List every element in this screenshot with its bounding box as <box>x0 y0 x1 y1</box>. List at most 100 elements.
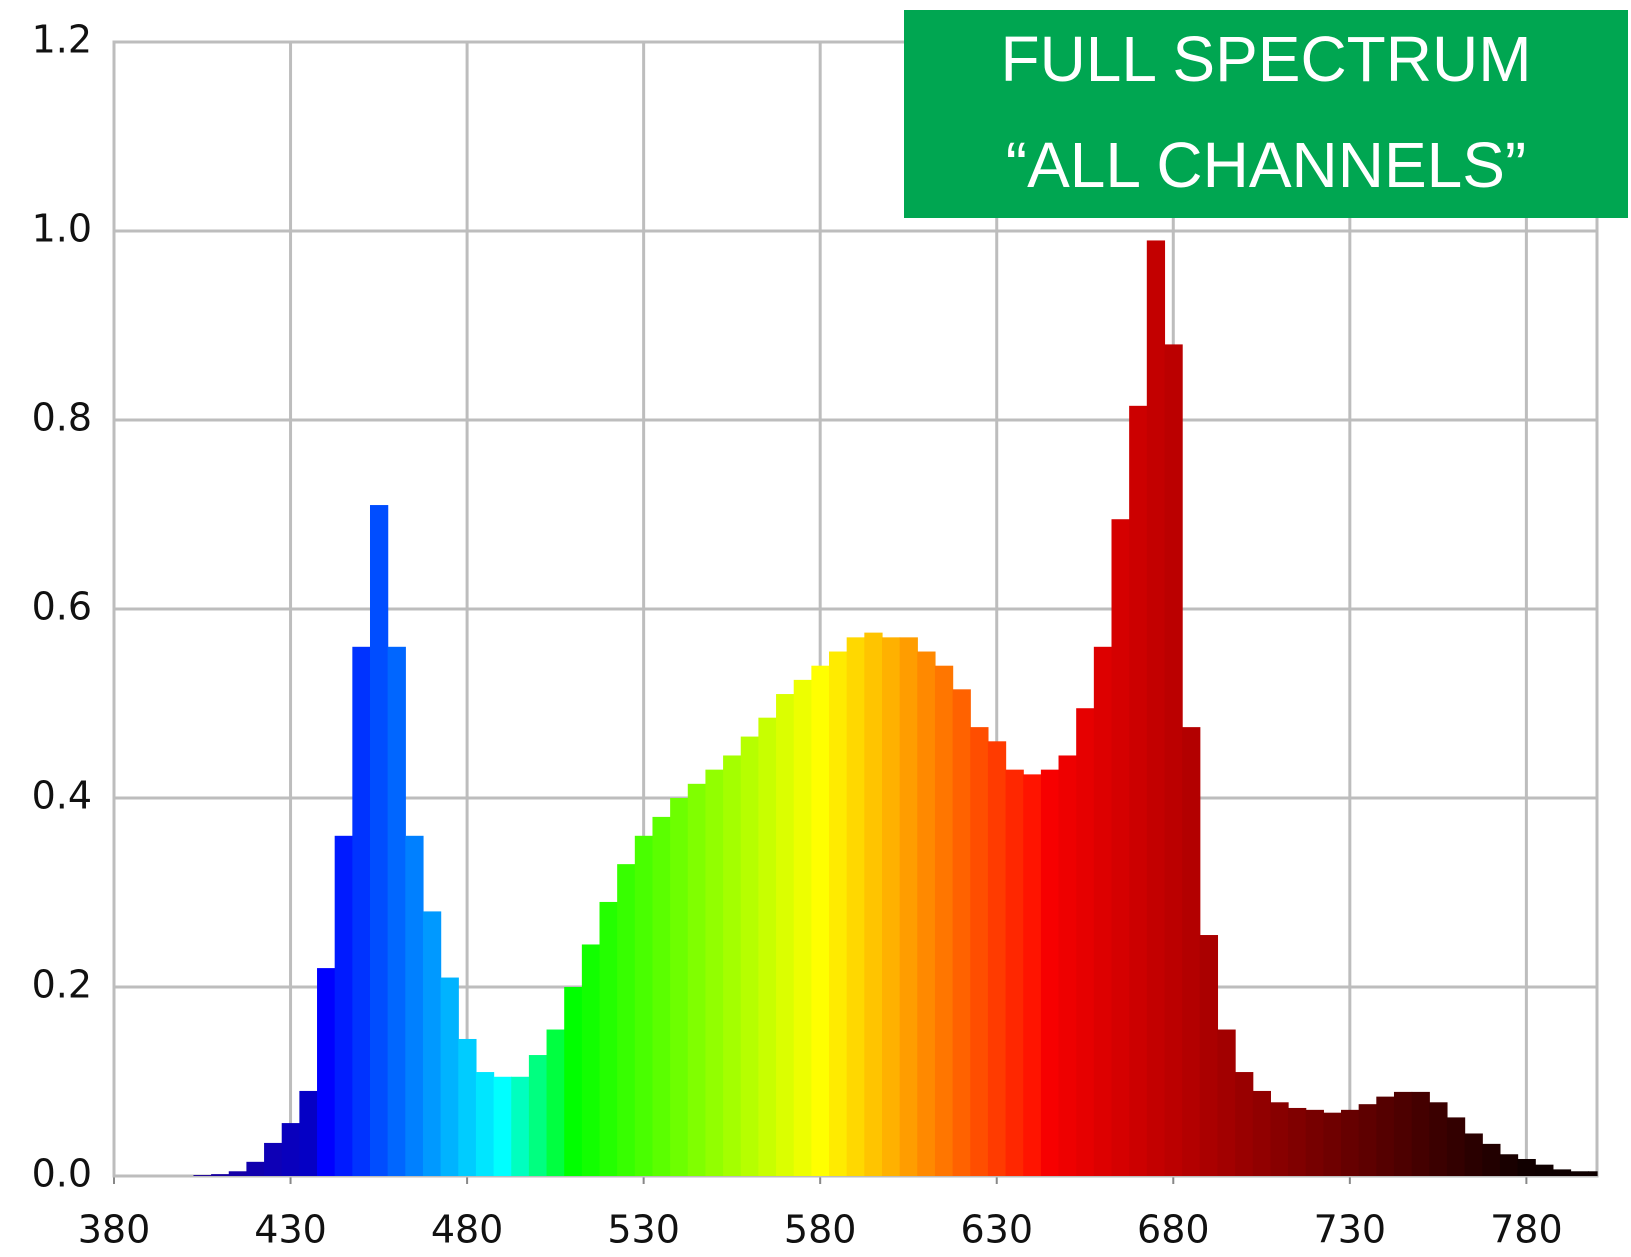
annotation: “ALL CHANNELS” <box>1006 129 1526 201</box>
spectrum-bar <box>1058 755 1077 1176</box>
spectrum-bar <box>228 1171 248 1176</box>
spectrum-bar <box>634 835 654 1176</box>
spectrum-bar <box>758 717 777 1176</box>
spectrum-bar <box>528 1055 548 1176</box>
x-tick-label: 680 <box>1137 1208 1210 1252</box>
spectrum-bar <box>211 1174 230 1176</box>
spectrum-bar <box>1446 1117 1466 1176</box>
spectrum-bar <box>564 987 583 1176</box>
spectrum-bar <box>1217 1029 1236 1176</box>
spectrum-bar <box>1535 1164 1554 1176</box>
spectrum-bar <box>652 816 671 1176</box>
spectrum-bar <box>299 1090 318 1176</box>
x-tick-label: 530 <box>607 1208 680 1252</box>
y-tick-label: 0.0 <box>32 1152 92 1196</box>
spectrum-bar <box>740 736 759 1176</box>
spectrum-bar <box>440 977 459 1176</box>
spectrum <box>193 240 1598 1176</box>
spectrum-bar <box>317 968 336 1176</box>
spectrum-bar <box>1146 240 1166 1176</box>
x-tick-label: 580 <box>784 1208 857 1252</box>
spectrum-bar <box>1252 1090 1271 1176</box>
spectrum-bar <box>422 911 442 1176</box>
spectrum-bar <box>1305 1109 1324 1176</box>
spectrum-bar <box>1588 1171 1598 1176</box>
spectrum-bar <box>1429 1102 1448 1176</box>
spectrum-bar <box>546 1029 565 1176</box>
y-tick-label: 0.2 <box>32 963 92 1007</box>
spectrum-bar <box>687 783 707 1176</box>
spectrum-bar <box>846 637 865 1176</box>
spectrum-bar <box>1341 1109 1360 1176</box>
x-tick-label: 730 <box>1314 1208 1387 1252</box>
spectrum-bar <box>1499 1154 1519 1176</box>
spectrum-bar <box>670 798 689 1176</box>
spectrum-bar <box>1393 1091 1413 1176</box>
spectrum-bar <box>1023 774 1042 1176</box>
spectrum-bar <box>1464 1133 1483 1176</box>
x-tick-label: 780 <box>1490 1208 1563 1252</box>
spectrum-bar <box>246 1161 265 1176</box>
spectrum-bar <box>1517 1158 1536 1176</box>
spectrum-bar <box>1005 769 1024 1176</box>
spectrum-bar <box>264 1142 283 1176</box>
tick-labels: 0.0 0.2 0.4 0.6 0.8 1.0 1.2 380 430 480 530 580 630 6… <box>32 18 1563 1252</box>
spectrum-bar <box>581 944 601 1176</box>
spectrum-bar <box>705 769 724 1176</box>
spectrum-bar <box>1093 646 1113 1176</box>
y-tick-label: 1.0 <box>32 207 92 251</box>
spectrum-bar <box>1411 1091 1430 1176</box>
spectrum-bar <box>864 632 883 1176</box>
spectrum-bar <box>281 1123 300 1176</box>
spectrum-bar <box>1270 1102 1289 1176</box>
spectrum-bar <box>1376 1096 1395 1176</box>
spectrum-bar <box>387 646 406 1176</box>
spectrum-bar <box>1199 935 1219 1176</box>
spectrum-bar <box>776 694 795 1176</box>
spectrum-bar <box>970 727 989 1176</box>
spectrum-bar <box>723 755 742 1176</box>
spectrum-bar <box>334 835 353 1176</box>
y-tick-label: 1.2 <box>32 18 92 62</box>
spectrum-bar <box>811 665 830 1176</box>
spectrum-bar <box>458 1038 477 1176</box>
spectrum-bar <box>1235 1072 1254 1176</box>
y-tick-label: 0.6 <box>32 585 92 629</box>
spectrum-bar <box>599 901 618 1176</box>
spectrum-bar <box>1482 1143 1501 1176</box>
spectrum-bar <box>405 835 424 1176</box>
y-tick-label: 0.8 <box>32 396 92 440</box>
x-tick-label: 630 <box>960 1208 1033 1252</box>
x-tick-label: 380 <box>78 1208 151 1252</box>
spectrum-bar <box>617 864 636 1176</box>
spectrum-bar <box>475 1072 495 1176</box>
spectrum-bar <box>881 637 901 1176</box>
spectrum-bar <box>1358 1104 1377 1176</box>
x-tick-label: 480 <box>431 1208 504 1252</box>
spectrum-bar <box>1323 1112 1342 1176</box>
spectrum-bar <box>917 651 936 1176</box>
spectrum-bar <box>793 679 812 1176</box>
spectrum-bar <box>1570 1171 1589 1176</box>
spectrum-bar <box>1552 1169 1572 1176</box>
spectrum-bar <box>952 689 971 1176</box>
spectrum-bar <box>1040 769 1060 1176</box>
y-tick-label: 0.4 <box>32 774 92 818</box>
spectrum-bar <box>511 1076 530 1176</box>
spectrum-bar <box>1076 708 1095 1176</box>
spectrum-bar <box>1182 727 1201 1176</box>
annotation: FULL SPECTRUM <box>1000 23 1531 95</box>
spectrum-bar <box>987 741 1007 1176</box>
spectrum-bar <box>899 637 918 1176</box>
x-tick-label: 430 <box>254 1208 327 1252</box>
spectrum-bar <box>1111 519 1130 1176</box>
spectrum-bar <box>934 665 954 1176</box>
spectrum-bar <box>1288 1107 1307 1176</box>
spectrum-bar <box>1164 344 1183 1176</box>
spectrum-bar <box>369 505 389 1176</box>
spectrum-bar <box>493 1076 512 1176</box>
spectrum-bar <box>352 646 371 1176</box>
annotation-box <box>904 10 1628 218</box>
spectrum-bar <box>829 651 848 1176</box>
